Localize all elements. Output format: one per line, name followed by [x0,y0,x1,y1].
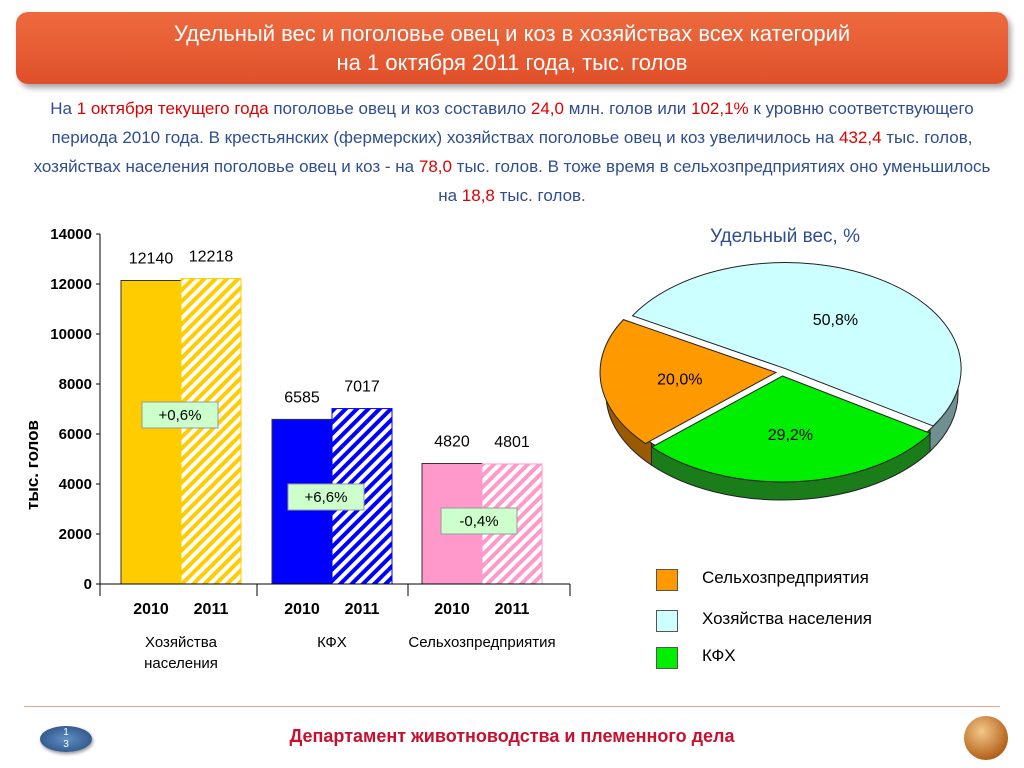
bar-value-label: 4820 [434,434,470,451]
x-tick-label: 2010 [434,601,470,618]
y-tick-label: 2000 [59,526,92,543]
intro-highlight-date: 1 октября текущего года [76,99,269,118]
change-badge-label: -0,4% [459,513,498,530]
page-number-badge: 1 3 [40,726,92,752]
pie-slice-label: 50,8% [813,312,858,329]
intro-part: тыс. голов, хозяйствах населения поголов… [33,128,973,176]
change-badge [440,507,518,535]
pie-slice [650,375,932,483]
bar [120,280,182,585]
slide-title: Удельный вес и поголовье овец и коз в хо… [16,12,1008,84]
y-axis-title: тыс. голов [23,420,42,510]
group-label: Хозяйства [145,634,218,651]
change-badge [141,401,219,429]
intro-part: к уровню соответствующего периода 2010 г… [51,99,974,147]
bar [180,278,242,585]
intro-part: На [50,99,77,118]
intro-part: поголовье овец и коз составило [268,99,531,118]
bar-value-label: 4801 [494,434,530,451]
bar-value-label: 6585 [284,389,320,406]
legend-label: Хозяйства населения [702,609,872,628]
x-tick-label: 2010 [284,601,320,618]
legend-label: КФХ [702,646,736,665]
group-label: Сельхозпредприятия [408,634,555,651]
pie-title: Удельный вес, % [709,226,861,247]
intro-part: тыс. голов. [494,186,586,205]
intro-part: млн. голов или [563,99,692,118]
y-tick-label: 10000 [50,326,92,343]
department-name: Департамент животноводства и племенного … [289,726,735,746]
y-tick-label: 12000 [50,276,92,293]
intro-text: На 1 октября текущего года поголовье ове… [22,94,1002,210]
change-badge-label: +6,6% [305,489,348,506]
group-label: КФХ [317,634,347,651]
bar-value-label: 7017 [344,379,380,396]
group-label: населения [144,655,218,672]
intro-highlight-kfh: 432,4 [839,128,882,147]
pie-slice-label: 20,0% [657,372,702,389]
legend-label: Сельхозпредприятия [702,568,869,587]
intro-part: тыс. голов. В тоже время в сельхозпредпр… [438,157,991,205]
y-tick-label: 6000 [59,426,92,443]
pie-chart: 50,8% 29,2% 20,0% [599,262,962,501]
title-line-1: Удельный вес и поголовье овец и коз в хо… [173,21,851,46]
x-tick-label: 2011 [495,601,530,618]
pie-slice [631,262,962,427]
page-number-line: 1 [63,727,69,738]
pie-slice [599,319,778,445]
y-tick-label: 14000 [50,226,92,243]
change-badge-label: +0,6% [159,407,202,424]
bar-chart: тыс. голов 0 2000 4000 6000 8000 10000 12000 14… [23,226,571,672]
x-tick-label: 2011 [345,601,380,618]
bar-value-label: 12218 [189,249,234,266]
intro-highlight-households: 78,0 [418,157,452,176]
y-tick-label: 8000 [59,376,92,393]
intro-highlight-percent: 102,1% [691,99,749,118]
x-tick-label: 2010 [133,601,169,618]
legend-swatch [656,647,678,669]
legend-swatch [656,610,678,632]
footer-divider [24,706,1000,707]
intro-highlight-enterprises: 18,8 [461,186,495,205]
x-tick-label: 2011 [194,601,229,618]
intro-highlight-total: 24,0 [530,99,564,118]
pie-slice-label: 29,2% [768,427,813,444]
y-tick-label: 0 [84,576,92,593]
page-number-line: 3 [63,739,69,750]
legend-swatch [656,569,678,591]
y-tick-label: 4000 [59,476,92,493]
ministry-logo-icon [964,716,1008,760]
title-line-2: на 1 октября 2011 года, тыс. голов [336,50,688,75]
change-badge [287,483,365,511]
bar-value-label: 12140 [129,251,174,268]
